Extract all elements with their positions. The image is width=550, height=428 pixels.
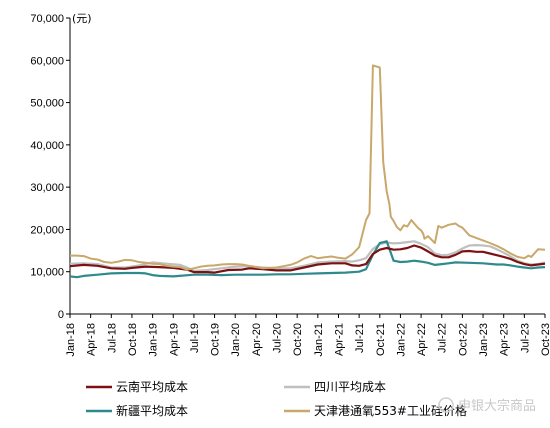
- x-tick-label: Jan-20: [230, 323, 242, 357]
- legend-label-3: 天津港通氧553#工业硅价格: [314, 403, 467, 418]
- x-tick-label: Jan-22: [395, 323, 407, 357]
- x-tick-label: Apr-18: [86, 323, 98, 356]
- x-tick-label: Jul-22: [437, 323, 449, 353]
- unit-label: (元): [72, 12, 92, 25]
- x-tick-label: Oct-19: [210, 323, 222, 356]
- y-tick-label: 0: [58, 309, 64, 321]
- legend-label-1: 四川平均成本: [314, 380, 386, 394]
- x-tick-label: Apr-22: [416, 323, 428, 356]
- watermark-text: 申银大宗商品: [458, 398, 536, 414]
- x-tick-label: Oct-18: [127, 323, 139, 356]
- x-tick-label: Jul-20: [272, 323, 284, 353]
- watermark: 申银大宗商品: [438, 397, 536, 414]
- y-tick-label: 20,000: [30, 224, 64, 236]
- y-axis: 0 10,000 20,000 30,000 40,000 50,000 60,000 70,…: [30, 13, 71, 321]
- series-line-2: [69, 240, 546, 279]
- x-tick-label: Apr-21: [333, 323, 345, 356]
- x-tick-label: Jan-21: [313, 323, 325, 357]
- y-tick-label: 70,000: [30, 13, 64, 25]
- x-tick-label: Jan-23: [478, 323, 490, 357]
- x-tick-label: Jan-19: [148, 323, 160, 357]
- y-tick-label: 10,000: [30, 267, 64, 279]
- series-line-0: [69, 244, 546, 274]
- series-line-3: [70, 64, 546, 271]
- y-tick-label: 40,000: [30, 140, 64, 152]
- legend-label-2: 新疆平均成本: [116, 403, 188, 418]
- x-tick-label: Jan-18: [65, 323, 77, 357]
- x-axis: Jan-18 Apr-18 Jul-18 Oct-18 Jan-19 Apr-19 Jul-…: [65, 313, 550, 357]
- watermark-logo-icon: [438, 397, 454, 413]
- x-tick-label: Jul-18: [106, 323, 118, 353]
- y-tick-label: 60,000: [30, 55, 64, 67]
- x-tick-label: Oct-22: [457, 323, 469, 356]
- y-tick-label: 50,000: [30, 98, 64, 110]
- series-line-1: [69, 240, 546, 272]
- y-tick-label: 30,000: [30, 182, 64, 194]
- x-tick-label: Apr-19: [168, 323, 180, 356]
- x-tick-label: Apr-23: [499, 323, 511, 356]
- x-tick-label: Oct-23: [540, 323, 550, 356]
- legend-label-0: 云南平均成本: [116, 379, 188, 394]
- plot-lines: [69, 64, 546, 279]
- x-tick-label: Oct-21: [375, 323, 387, 356]
- x-tick-label: Oct-20: [292, 323, 304, 356]
- x-tick-label: Apr-20: [251, 323, 263, 356]
- x-tick-label: Jul-19: [189, 323, 201, 353]
- x-tick-label: Jul-23: [519, 323, 531, 353]
- x-tick-label: Jul-21: [354, 323, 366, 353]
